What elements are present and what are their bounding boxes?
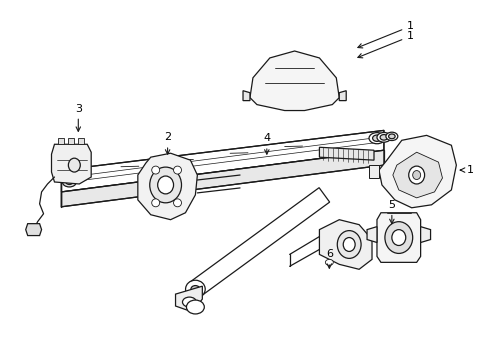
Text: 5: 5 xyxy=(389,200,395,224)
Ellipse shape xyxy=(337,231,361,258)
Ellipse shape xyxy=(386,132,398,140)
Polygon shape xyxy=(58,138,64,144)
Ellipse shape xyxy=(389,134,395,139)
Ellipse shape xyxy=(325,260,333,265)
Polygon shape xyxy=(61,150,384,207)
Polygon shape xyxy=(393,152,442,198)
Polygon shape xyxy=(398,146,406,159)
Polygon shape xyxy=(369,165,379,178)
Polygon shape xyxy=(377,213,420,262)
Ellipse shape xyxy=(369,132,385,144)
Ellipse shape xyxy=(152,199,160,207)
Polygon shape xyxy=(138,153,197,220)
Ellipse shape xyxy=(343,238,355,251)
Text: 2: 2 xyxy=(164,132,171,154)
Polygon shape xyxy=(420,227,431,243)
Text: 1: 1 xyxy=(358,21,414,48)
Ellipse shape xyxy=(66,180,73,184)
Polygon shape xyxy=(69,138,74,144)
Ellipse shape xyxy=(409,166,425,184)
Ellipse shape xyxy=(173,166,181,174)
Polygon shape xyxy=(175,286,202,312)
Polygon shape xyxy=(25,224,42,235)
Polygon shape xyxy=(51,144,91,184)
Ellipse shape xyxy=(385,222,413,253)
Polygon shape xyxy=(78,138,84,144)
Polygon shape xyxy=(250,51,339,111)
Ellipse shape xyxy=(182,297,196,307)
Ellipse shape xyxy=(158,176,173,194)
Polygon shape xyxy=(367,227,377,243)
Ellipse shape xyxy=(191,285,200,293)
Polygon shape xyxy=(379,135,456,208)
Ellipse shape xyxy=(187,300,204,314)
Ellipse shape xyxy=(150,167,181,203)
Polygon shape xyxy=(319,147,374,160)
Text: 6: 6 xyxy=(326,249,333,268)
Text: 1: 1 xyxy=(460,165,474,175)
Ellipse shape xyxy=(69,158,80,172)
Ellipse shape xyxy=(377,132,391,142)
Polygon shape xyxy=(339,91,346,100)
Ellipse shape xyxy=(186,280,205,298)
Ellipse shape xyxy=(173,199,181,207)
Text: 3: 3 xyxy=(75,104,82,131)
Polygon shape xyxy=(61,130,384,192)
Polygon shape xyxy=(190,188,330,296)
Polygon shape xyxy=(406,147,414,160)
Polygon shape xyxy=(319,220,372,269)
Ellipse shape xyxy=(372,135,381,141)
Polygon shape xyxy=(243,91,250,100)
Ellipse shape xyxy=(413,171,420,180)
Ellipse shape xyxy=(380,135,388,140)
Ellipse shape xyxy=(392,230,406,246)
Text: 4: 4 xyxy=(263,133,270,154)
Ellipse shape xyxy=(62,177,76,187)
Text: 1: 1 xyxy=(358,31,414,58)
Ellipse shape xyxy=(152,166,160,174)
